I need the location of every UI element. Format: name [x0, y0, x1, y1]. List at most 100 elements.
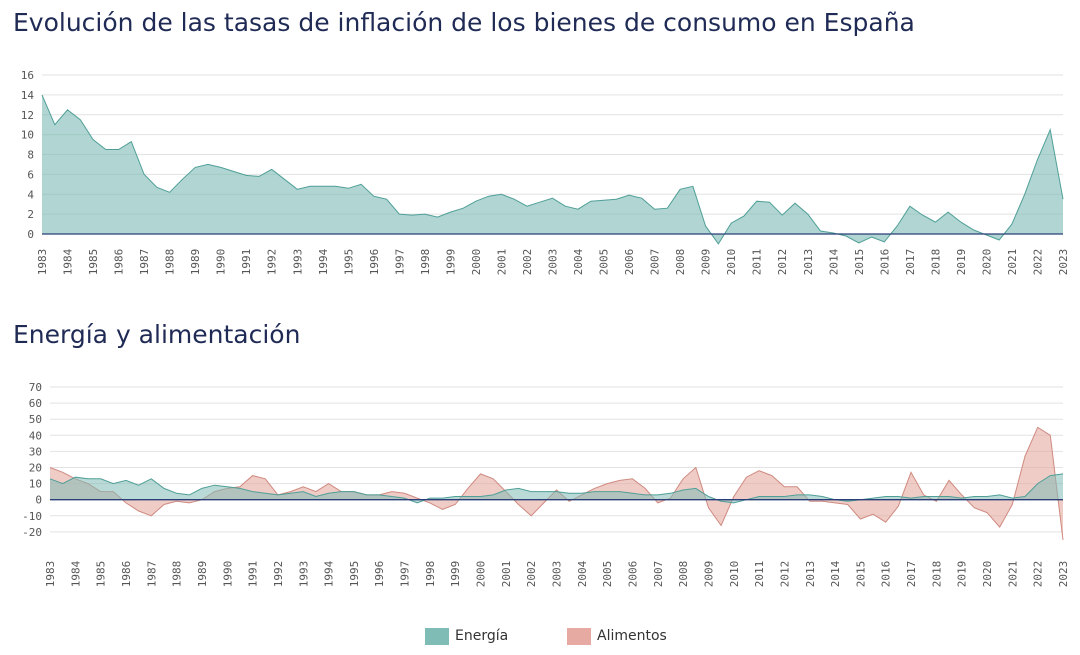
- y-tick-label: 70: [29, 381, 42, 394]
- x-tick-label: 2017: [904, 249, 917, 276]
- x-tick-label: 1983: [36, 249, 49, 276]
- x-tick-label: 2000: [470, 249, 483, 276]
- x-tick-label: 1985: [95, 561, 108, 588]
- x-tick-label: 2000: [475, 561, 488, 588]
- x-tick-label: 1988: [171, 561, 184, 588]
- y-tick-label: 60: [29, 397, 42, 410]
- x-tick-label: 2012: [778, 561, 791, 588]
- x-tick-label: 1986: [120, 561, 133, 588]
- x-tick-label: 1991: [247, 561, 260, 588]
- y-tick-label: 6: [27, 168, 34, 181]
- x-tick-label: 1991: [240, 249, 253, 275]
- x-tick-label: 2001: [500, 561, 513, 588]
- x-tick-label: 2019: [956, 561, 969, 588]
- x-tick-label: 2016: [878, 249, 891, 276]
- x-tick-label: 2003: [551, 561, 564, 588]
- x-tick-label: 2016: [880, 561, 893, 588]
- x-tick-label: 1992: [272, 561, 285, 588]
- area-energía: [50, 427, 1063, 540]
- x-tick-label: 2007: [649, 249, 662, 276]
- chart-title-energy-food: Energía y alimentación: [13, 320, 301, 349]
- x-tick-label: 1984: [62, 248, 75, 275]
- x-tick-label: 2019: [955, 249, 968, 276]
- x-tick-label: 2007: [652, 561, 665, 588]
- x-tick-label: 1993: [291, 249, 304, 276]
- x-tick-label: 1996: [368, 249, 381, 276]
- x-tick-label: 2002: [525, 561, 538, 588]
- x-tick-label: 1986: [113, 249, 126, 276]
- x-tick-label: 1990: [221, 561, 234, 588]
- y-tick-label: 8: [27, 149, 34, 162]
- x-tick-label: 2023: [1057, 249, 1070, 276]
- x-tick-label: 2009: [700, 249, 713, 276]
- x-tick-label: 2002: [521, 249, 534, 276]
- line-alimentos: [49, 473, 1064, 504]
- x-tick-label: 2011: [751, 249, 764, 276]
- x-tick-label: 1999: [444, 249, 457, 276]
- x-tick-label: 2003: [547, 249, 560, 276]
- y-tick-label: 4: [27, 188, 34, 201]
- x-tick-label: 2015: [853, 249, 866, 276]
- y-tick-label: -10: [22, 510, 42, 523]
- x-tick-label: 1997: [399, 561, 412, 588]
- y-tick-label: 16: [21, 69, 34, 82]
- chart-energy-food: -20 -10 0 10 20 30 40 50 60 70 1983 1984 1985 1986 198…: [22, 381, 1070, 587]
- x-tick-label: 2005: [598, 249, 611, 276]
- y-tick-label: 50: [29, 413, 42, 426]
- y-tick-label: 30: [29, 445, 42, 458]
- x-tick-label: 2008: [677, 561, 690, 588]
- x-tick-label: 2020: [980, 249, 993, 276]
- x-tick-label: 2004: [576, 560, 589, 587]
- x-tick-label: 2022: [1031, 249, 1044, 276]
- y-tick-label: -20: [22, 526, 42, 539]
- area-ipc-general: [42, 94, 1063, 244]
- x-tick-label: 2006: [623, 249, 636, 276]
- x-tick-label: 2010: [725, 249, 738, 276]
- x-tick-label: 2005: [601, 561, 614, 588]
- x-tick-label: 2004: [572, 248, 585, 275]
- legend-swatch-energia: [425, 627, 449, 645]
- legend-item-energia: Energía: [425, 626, 508, 646]
- x-tick-label: 1993: [297, 561, 310, 588]
- y-tick-label: 2: [27, 208, 34, 221]
- legend-swatch-alimentos: [567, 627, 591, 645]
- x-tick-label: 1999: [449, 561, 462, 588]
- x-tick-label: 2011: [753, 561, 766, 588]
- x-tick-label: 2010: [728, 561, 741, 588]
- x-tick-label: 1995: [348, 561, 361, 588]
- line-ipc-general: [41, 94, 1064, 245]
- x-tick-label: 2022: [1032, 561, 1045, 588]
- x-tick-label: 2018: [930, 561, 943, 588]
- x-tick-label: 1997: [393, 249, 406, 276]
- y-tick-label: 0: [35, 494, 42, 507]
- x-tick-label: 1994: [317, 248, 330, 275]
- x-tick-label: 1998: [419, 249, 432, 276]
- x-tick-label: 2023: [1057, 561, 1070, 588]
- x-tick-label: 1989: [196, 561, 209, 588]
- x-tick-label: 2001: [495, 249, 508, 276]
- x-tick-label: 2018: [929, 249, 942, 276]
- chart-title-inflation: Evolución de las tasas de inflación de l…: [13, 8, 915, 37]
- x-tick-label: 1989: [189, 249, 202, 276]
- x-tick-label: 1983: [44, 561, 57, 588]
- x-tick-label: 1995: [342, 249, 355, 276]
- x-tick-label: 2015: [854, 561, 867, 588]
- x-tick-label: 2021: [1006, 249, 1019, 276]
- x-tick-label: 2020: [981, 561, 994, 588]
- x-tick-label: 1998: [424, 561, 437, 588]
- legend-item-alimentos: Alimentos: [567, 626, 667, 646]
- area-alimentos: [50, 473, 1063, 503]
- x-tick-label: 1987: [145, 561, 158, 588]
- legend-label-alimentos: Alimentos: [597, 628, 667, 644]
- y-tick-label: 40: [29, 429, 42, 442]
- x-tick-label: 1996: [373, 561, 386, 588]
- x-tick-label: 1990: [215, 249, 228, 276]
- y-tick-label: 10: [29, 478, 42, 491]
- y-tick-label: 20: [29, 462, 42, 475]
- x-tick-label: 1992: [266, 249, 279, 276]
- x-tick-label: 2014: [829, 560, 842, 587]
- y-tick-label: 0: [27, 228, 34, 241]
- x-tick-label: 2017: [905, 561, 918, 588]
- x-tick-label: 2014: [827, 248, 840, 275]
- x-tick-label: 1984: [69, 560, 82, 587]
